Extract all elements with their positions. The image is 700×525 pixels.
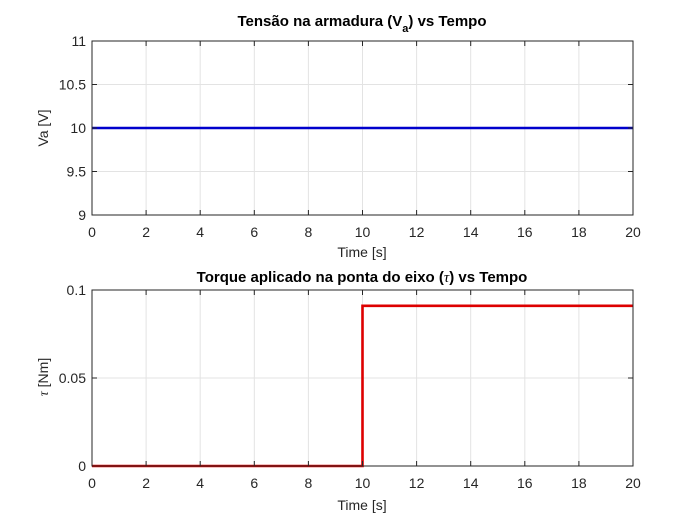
x-tick-label: 2 bbox=[142, 475, 150, 491]
voltage-chart: Tensão na armadura (Va) vs Tempo Time [s… bbox=[35, 13, 641, 260]
x-tick-label: 18 bbox=[571, 475, 587, 491]
y-tick-label: 0.1 bbox=[67, 282, 87, 298]
y-tick-label: 11 bbox=[71, 33, 86, 49]
x-tick-label: 0 bbox=[88, 224, 96, 240]
y-tick-label: 9.5 bbox=[67, 164, 87, 180]
voltage-chart-x-label: Time [s] bbox=[337, 244, 386, 260]
x-tick-label: 4 bbox=[196, 475, 204, 491]
x-tick-label: 2 bbox=[142, 224, 150, 240]
torque-chart-x-label: Time [s] bbox=[337, 497, 386, 513]
x-tick-label: 12 bbox=[409, 475, 425, 491]
x-tick-label: 14 bbox=[463, 475, 479, 491]
x-tick-label: 4 bbox=[196, 224, 204, 240]
torque-chart-title: Torque aplicado na ponta do eixo (τ) vs … bbox=[197, 269, 528, 286]
y-tick-label: 10 bbox=[70, 120, 86, 136]
torque-chart-y-label: τ [Nm] bbox=[35, 358, 52, 396]
x-tick-label: 10 bbox=[355, 475, 371, 491]
x-tick-label: 18 bbox=[571, 224, 587, 240]
voltage-chart-y-label: Va [V] bbox=[35, 109, 51, 146]
x-tick-label: 6 bbox=[250, 475, 258, 491]
x-tick-label: 20 bbox=[625, 224, 641, 240]
x-tick-label: 8 bbox=[305, 475, 313, 491]
y-tick-label: 0 bbox=[78, 458, 86, 474]
voltage-chart-title: Tensão na armadura (Va) vs Tempo bbox=[238, 13, 487, 35]
x-tick-label: 16 bbox=[517, 475, 533, 491]
x-tick-label: 6 bbox=[250, 224, 258, 240]
torque-chart: Torque aplicado na ponta do eixo (τ) vs … bbox=[35, 269, 641, 513]
y-tick-label: 10.5 bbox=[59, 77, 86, 93]
x-tick-label: 12 bbox=[409, 224, 425, 240]
y-tick-label: 0.05 bbox=[59, 370, 86, 386]
x-tick-label: 14 bbox=[463, 224, 479, 240]
x-tick-label: 8 bbox=[305, 224, 313, 240]
y-tick-label: 9 bbox=[78, 207, 86, 223]
x-tick-label: 20 bbox=[625, 475, 641, 491]
x-tick-label: 16 bbox=[517, 224, 533, 240]
x-tick-label: 0 bbox=[88, 475, 96, 491]
x-tick-label: 10 bbox=[355, 224, 371, 240]
